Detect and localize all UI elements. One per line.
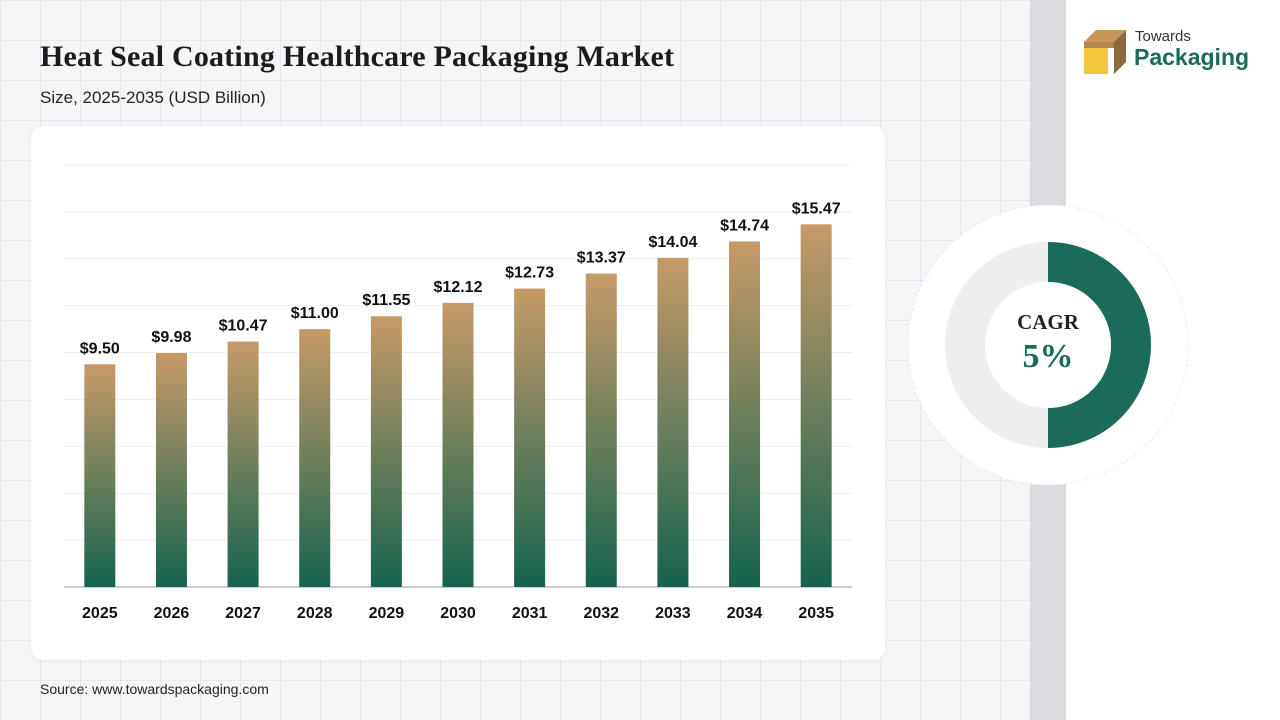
bar-2029	[370, 316, 402, 587]
bar-2030	[442, 302, 474, 587]
bar-2034	[729, 241, 761, 587]
x-tick-label-2026: 2026	[154, 605, 190, 622]
x-tick-label-2031: 2031	[512, 605, 548, 622]
logo-text-packaging: Packaging	[1134, 44, 1250, 70]
chart-title: Heat Seal Coating Healthcare Packaging M…	[40, 40, 675, 73]
box-logo-icon	[1084, 30, 1126, 74]
bar-2033	[657, 257, 689, 587]
bar-2032	[585, 273, 617, 587]
chart-subtitle: Size, 2025-2035 (USD Billion)	[40, 88, 266, 107]
data-label-2028: $11.00	[291, 305, 339, 322]
cagr-value: 5%	[1022, 338, 1074, 375]
towards-packaging-logo: Towards Packaging	[1082, 28, 1262, 78]
chart-card: $9.50 2025 $9.98 2026 $10.47 2027 $11.00 2028 $1…	[31, 126, 885, 660]
bar-2028	[299, 329, 331, 587]
cagr-label: CAGR	[1017, 310, 1079, 334]
data-label-2025: $9.50	[80, 340, 120, 357]
data-label-2035: $15.47	[792, 200, 841, 217]
x-tick-label-2035: 2035	[798, 605, 834, 622]
bar-2031	[514, 288, 546, 587]
data-label-2033: $14.04	[648, 234, 697, 251]
data-label-2032: $13.37	[577, 250, 626, 267]
data-label-2029: $11.55	[362, 292, 410, 309]
data-label-2031: $12.73	[505, 265, 554, 282]
x-tick-label-2033: 2033	[655, 605, 691, 622]
cagr-donut	[907, 204, 1189, 486]
donut-arc	[1047, 242, 1151, 448]
x-tick-label-2029: 2029	[369, 605, 405, 622]
data-label-2034: $14.74	[720, 217, 769, 234]
x-tick-label-2028: 2028	[297, 605, 333, 622]
data-label-2030: $12.12	[434, 279, 483, 296]
x-tick-label-2030: 2030	[440, 605, 476, 622]
bar-2026	[155, 353, 187, 587]
bar-chart: $9.50 2025 $9.98 2026 $10.47 2027 $11.00 2028 $1…	[64, 164, 852, 622]
logo-text-towards: Towards	[1135, 28, 1191, 45]
source-note: Source: www.towardspackaging.com	[40, 681, 269, 697]
x-tick-label-2034: 2034	[727, 605, 763, 622]
x-tick-label-2025: 2025	[82, 605, 118, 622]
bar-2027	[227, 341, 259, 587]
x-tick-label-2032: 2032	[583, 605, 619, 622]
donut-center	[985, 282, 1111, 408]
bar-2025	[84, 364, 116, 587]
data-label-2027: $10.47	[219, 318, 268, 335]
bar-2035	[800, 224, 832, 587]
x-tick-label-2027: 2027	[225, 605, 261, 622]
data-label-2026: $9.98	[151, 329, 191, 346]
